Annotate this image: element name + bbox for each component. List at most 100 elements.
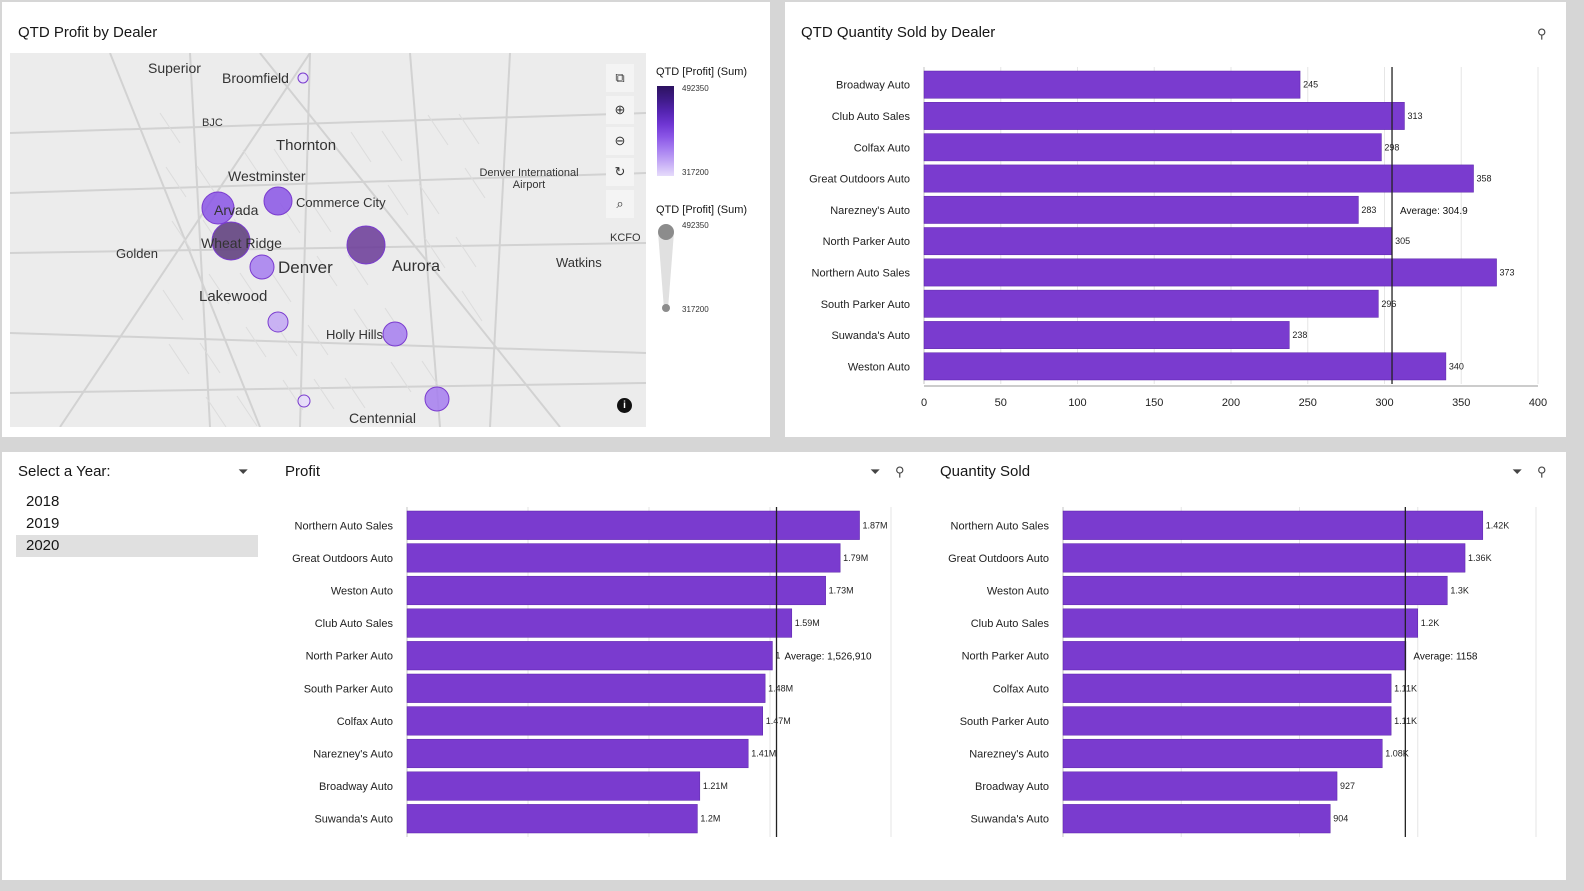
data-label: 1.59M [795, 618, 820, 628]
dealer-bubble [263, 186, 293, 216]
x-tick-label: 350 [1452, 397, 1470, 409]
zoom-out-icon[interactable]: ⊖ [606, 127, 634, 155]
map-road [10, 332, 646, 354]
map-street [168, 343, 190, 375]
map-street [159, 112, 181, 144]
category-label: Broadway Auto [836, 80, 910, 92]
category-label: Weston Auto [848, 361, 910, 373]
quantity-by-dealer-chart: Broadway Auto 245 Club Auto Sales 313 Colfax… [809, 67, 1547, 409]
map-street [424, 237, 446, 269]
map-city-label: Superior [148, 60, 201, 76]
map-street [350, 131, 372, 163]
map-street [205, 396, 227, 427]
data-label: 1.47M [766, 716, 791, 726]
reset-icon[interactable]: ↻ [606, 158, 634, 186]
color-legend-title: QTD [Profit] (Sum) [656, 66, 748, 78]
x-tick-label: 0 [921, 397, 927, 409]
data-label: 296 [1381, 299, 1396, 309]
category-label: Narezney's Auto [313, 749, 393, 761]
map-street [418, 183, 440, 215]
search-icon[interactable]: ⌕ [606, 190, 634, 218]
data-label: 358 [1477, 174, 1492, 184]
bar [406, 641, 773, 671]
category-label: Northern Auto Sales [951, 520, 1050, 532]
map-city-label: Denver International Airport [479, 167, 579, 191]
layers-icon[interactable]: ⧉ [606, 64, 634, 92]
quantity-title: Quantity Sold [940, 463, 1031, 480]
data-label: 245 [1303, 80, 1318, 90]
map-city-label: Arvada [214, 202, 259, 218]
data-label: 373 [1500, 267, 1515, 277]
lightbulb-icon[interactable]: ⚲ [1537, 464, 1547, 479]
dealer-bubble [211, 221, 251, 261]
lightbulb-icon[interactable]: ⚲ [895, 464, 905, 479]
filter-icon[interactable]: ⏷ [1512, 464, 1523, 479]
year-item-2018[interactable]: 2018 [26, 493, 60, 510]
category-label: Colfax Auto [337, 716, 393, 728]
average-label: Average: 1,526,910 [785, 652, 873, 663]
bar [923, 70, 1301, 99]
dealer-bubble [382, 321, 408, 347]
filter-icon[interactable]: ⏷ [238, 464, 249, 479]
map-street [208, 273, 230, 305]
filter-icon[interactable]: ⏷ [870, 464, 881, 479]
bar [1062, 608, 1418, 638]
dealer-bubble [297, 72, 309, 84]
category-label: North Parker Auto [306, 651, 393, 663]
category-label: Suwanda's Auto [970, 814, 1049, 826]
bar [923, 102, 1405, 130]
bar [406, 738, 749, 769]
size-legend-scale [658, 224, 674, 312]
map-street [381, 130, 403, 162]
category-label: Club Auto Sales [315, 618, 394, 630]
map-city-label: Thornton [276, 137, 337, 154]
bar [1062, 673, 1392, 703]
map-roads [10, 53, 646, 427]
map-street [316, 255, 338, 287]
data-label: 1.2M [700, 814, 720, 824]
x-tick-label: 300 [1375, 397, 1393, 409]
bar [923, 227, 1393, 256]
map-street [171, 220, 193, 252]
map-street [310, 201, 332, 233]
x-tick-label: 50 [995, 397, 1007, 409]
map-street [387, 184, 409, 216]
lightbulb-icon[interactable]: ⚲ [1537, 26, 1547, 41]
year-title: Select a Year: [18, 463, 111, 480]
info-icon[interactable]: i [617, 398, 632, 413]
bar [1062, 804, 1331, 834]
year-item-2019[interactable]: 2019 [26, 515, 60, 532]
map-street [242, 149, 264, 181]
data-label: 1.87M [863, 520, 888, 530]
x-tick-label: 200 [1222, 397, 1240, 409]
map-city-label: BJC [202, 117, 223, 129]
data-label: 1.42K [1486, 520, 1510, 530]
dealer-bubble [297, 394, 311, 408]
bar [406, 706, 763, 736]
map-road [10, 172, 646, 194]
category-label: North Parker Auto [823, 236, 910, 248]
dealer-bubble [346, 225, 386, 265]
bar [406, 510, 860, 540]
data-label: 1.36K [1468, 553, 1492, 563]
category-label: Colfax Auto [993, 683, 1049, 695]
map-street [344, 377, 366, 409]
map[interactable] [10, 53, 646, 427]
bar [923, 352, 1447, 381]
bar [1062, 543, 1466, 573]
category-label: Suwanda's Auto [314, 814, 393, 826]
bar [923, 321, 1290, 349]
year-item-2020[interactable]: 2020 [16, 535, 258, 557]
category-label: Narezney's Auto [830, 205, 910, 217]
map-street [239, 272, 261, 304]
map-street [196, 165, 218, 197]
map-city-label: Watkins [556, 255, 602, 270]
zoom-in-icon[interactable]: ⊕ [606, 96, 634, 124]
bar [923, 164, 1474, 193]
color-legend-max: 492350 [682, 84, 709, 93]
category-label: South Parker Auto [821, 299, 910, 311]
data-label: 1.3K [1450, 586, 1469, 596]
size-legend-max: 492350 [682, 221, 709, 230]
map-street [162, 289, 184, 321]
map-street [313, 378, 335, 410]
